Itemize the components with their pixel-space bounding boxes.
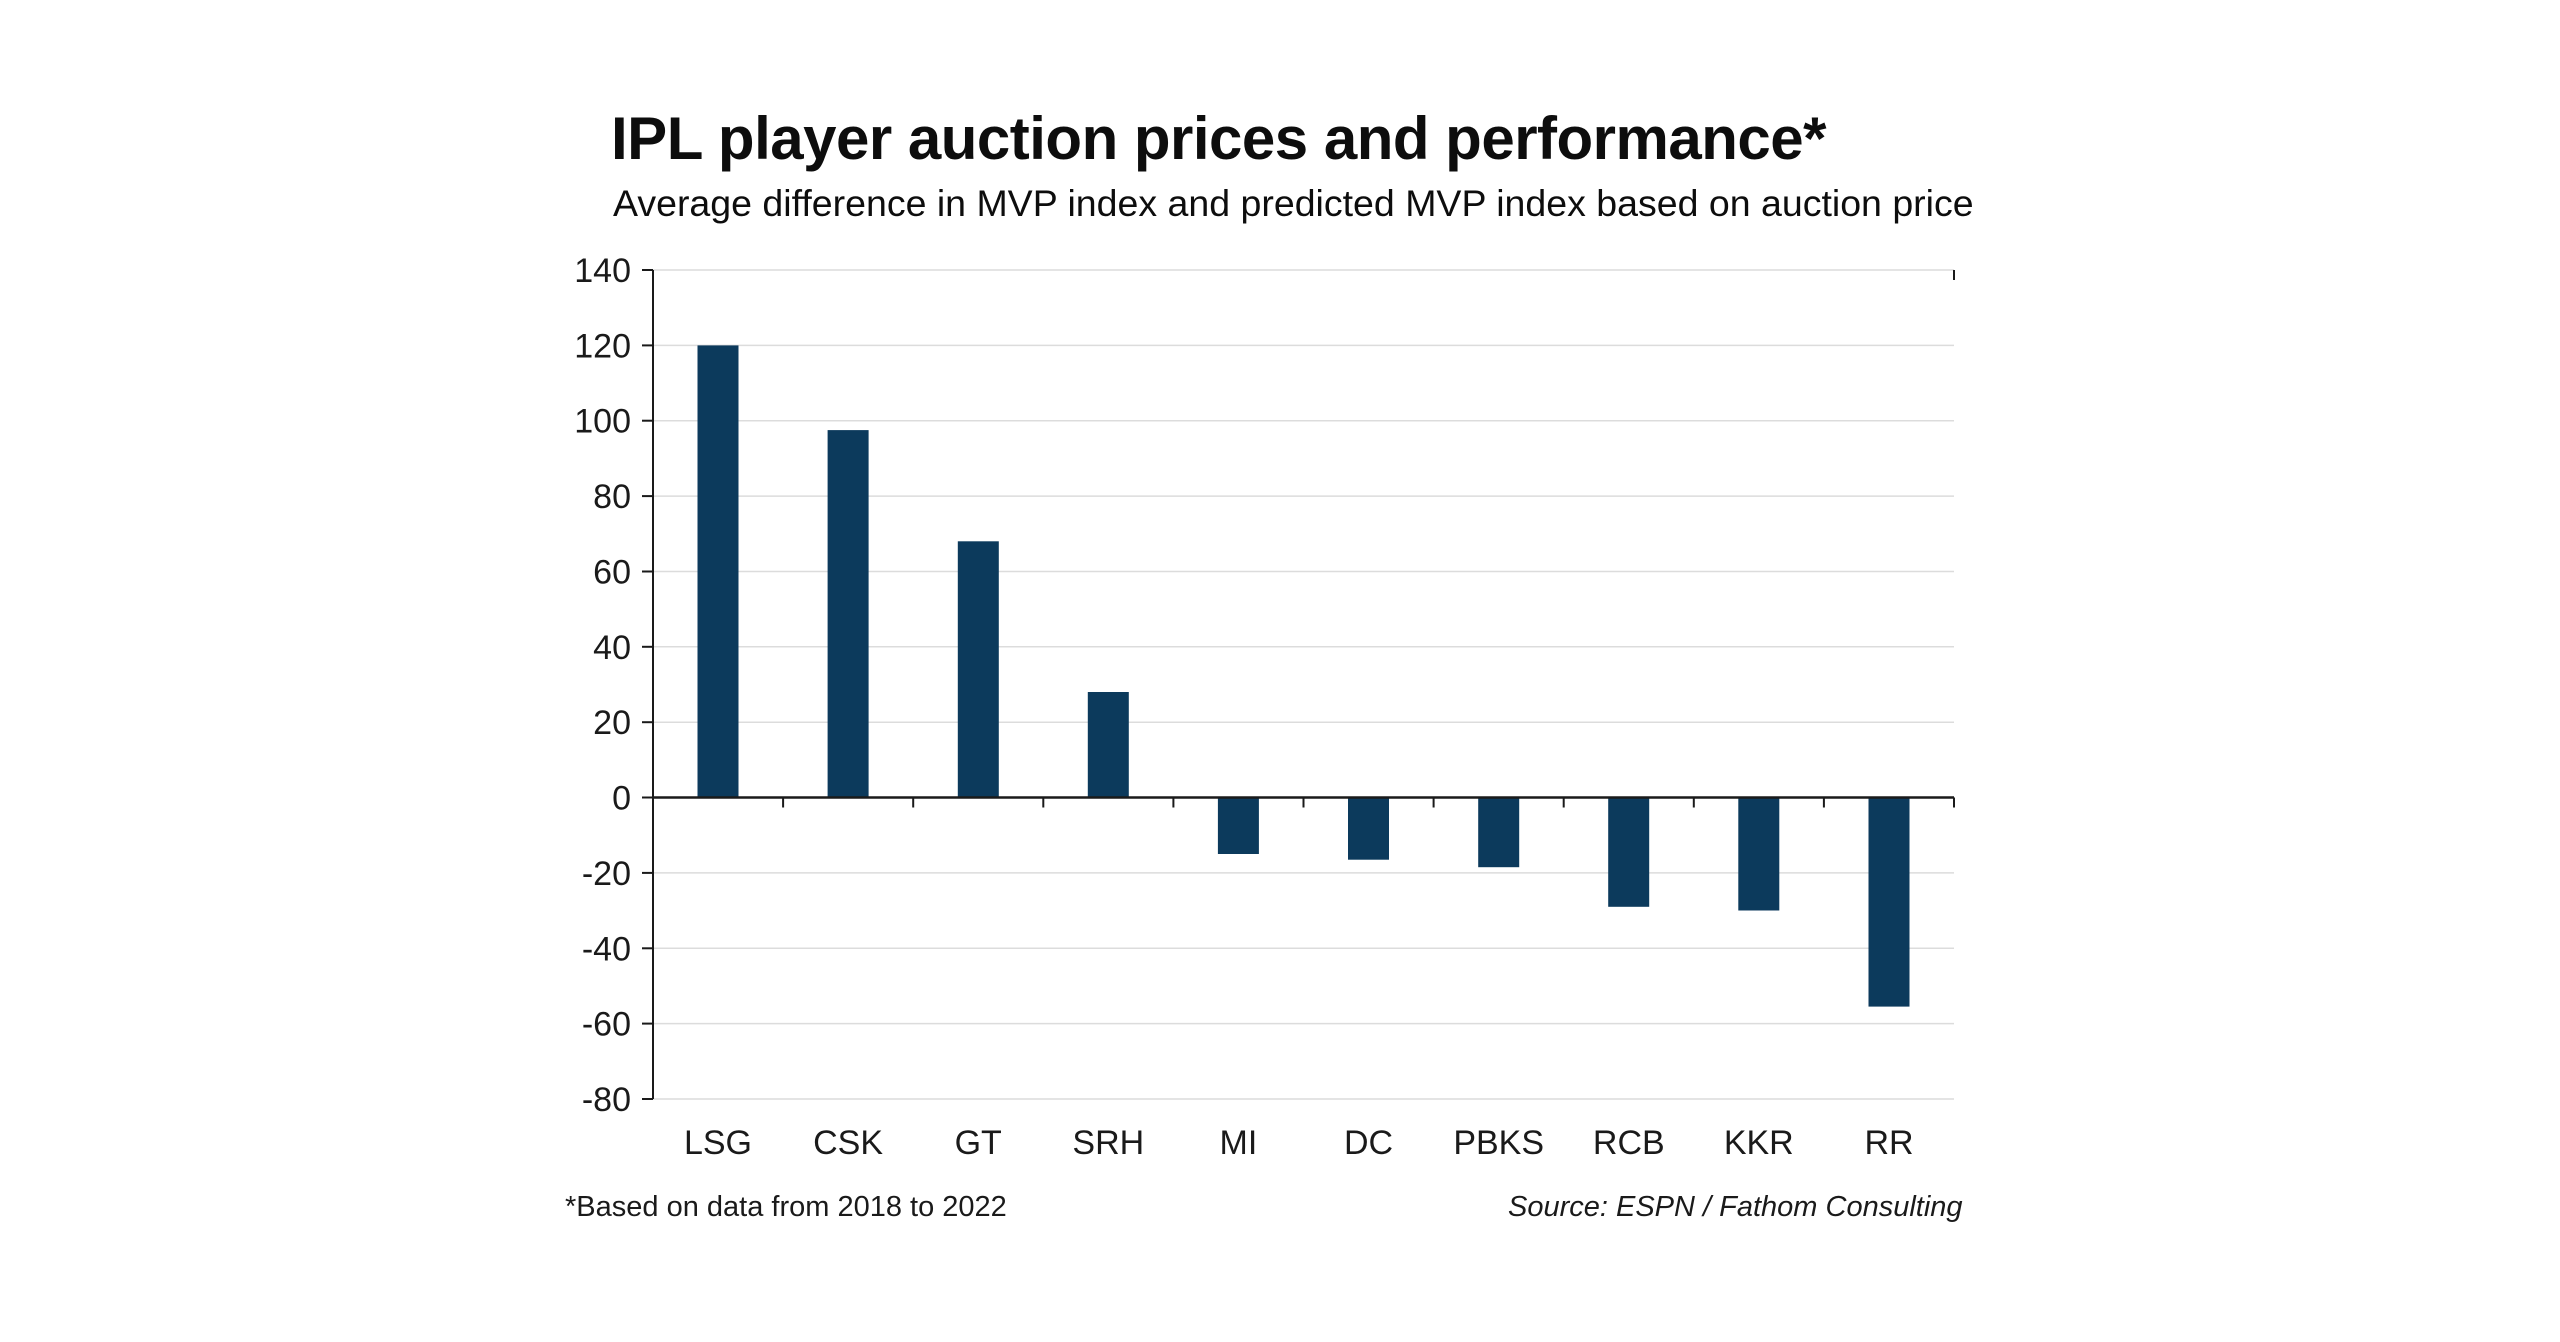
svg-text:120: 120 [574,327,631,365]
svg-text:DC: DC [1344,1124,1393,1162]
svg-text:80: 80 [593,478,631,516]
svg-text:SRH: SRH [1072,1124,1144,1162]
svg-text:-20: -20 [582,855,631,893]
svg-text:RR: RR [1864,1124,1913,1162]
svg-text:20: 20 [593,704,631,742]
svg-text:-40: -40 [582,930,631,968]
svg-text:100: 100 [574,403,631,441]
svg-text:60: 60 [593,554,631,592]
svg-text:KKR: KKR [1724,1124,1794,1162]
svg-text:0: 0 [612,780,631,818]
svg-text:RCB: RCB [1593,1124,1665,1162]
svg-text:-60: -60 [582,1006,631,1044]
svg-text:PBKS: PBKS [1453,1124,1544,1162]
svg-text:LSG: LSG [684,1124,752,1162]
svg-text:40: 40 [593,629,631,667]
svg-text:GT: GT [955,1124,1002,1162]
svg-text:-80: -80 [582,1081,631,1119]
svg-text:CSK: CSK [813,1124,883,1162]
svg-text:140: 140 [574,252,631,290]
svg-text:MI: MI [1220,1124,1258,1162]
